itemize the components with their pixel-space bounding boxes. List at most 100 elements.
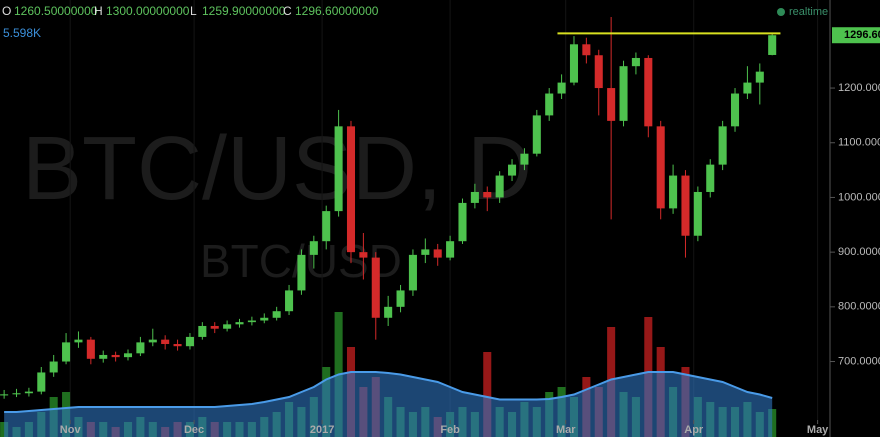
candle-body bbox=[309, 241, 318, 255]
candle-body bbox=[185, 336, 194, 347]
candle-body bbox=[111, 354, 120, 358]
candle-body bbox=[619, 66, 628, 121]
candle-body bbox=[123, 353, 133, 358]
candle-body bbox=[359, 252, 368, 258]
candle-body bbox=[322, 211, 331, 242]
axes: Nov Dec 2017 Feb Mar Apr May 700.00000 800.00000… bbox=[60, 27, 880, 436]
candle-body bbox=[62, 342, 71, 362]
candle-body bbox=[483, 191, 492, 198]
candle-body bbox=[520, 153, 529, 165]
volume-ma-line bbox=[4, 371, 773, 413]
watermark: BTC/USD, D BTC/USD bbox=[22, 119, 532, 287]
y-tick-label: 1100.00000 bbox=[838, 137, 880, 149]
volume-label: 5.598K bbox=[3, 26, 41, 40]
x-tick-label: Nov bbox=[60, 424, 82, 436]
candle-body bbox=[223, 324, 232, 329]
candle-body bbox=[148, 339, 157, 343]
ohlc-name: O bbox=[2, 4, 11, 18]
candle-body bbox=[631, 57, 640, 67]
candle-body bbox=[607, 88, 616, 121]
candle-body bbox=[433, 249, 442, 258]
x-tick-label: Feb bbox=[440, 424, 460, 436]
candle-body bbox=[669, 175, 678, 209]
x-tick-label: May bbox=[807, 424, 829, 436]
candle-body bbox=[656, 126, 665, 209]
candle-body bbox=[0, 394, 9, 396]
candle-body bbox=[470, 191, 479, 203]
candle-body bbox=[706, 164, 715, 192]
candle-body bbox=[693, 191, 702, 236]
x-tick-label: Mar bbox=[556, 424, 576, 436]
candle-body bbox=[136, 342, 145, 354]
grid bbox=[69, 0, 819, 420]
candle-body bbox=[594, 55, 603, 89]
candle-body bbox=[161, 339, 170, 345]
ohlc-value: 1300.00000000 bbox=[106, 4, 190, 18]
candle-body bbox=[247, 320, 256, 323]
last-price-tag bbox=[832, 27, 880, 44]
candle-body bbox=[99, 354, 108, 359]
candle-body bbox=[557, 82, 566, 94]
candle-body bbox=[12, 393, 21, 395]
candle-body bbox=[681, 175, 690, 236]
candle-body bbox=[743, 82, 752, 94]
candle-body bbox=[396, 290, 405, 307]
candle-body bbox=[37, 372, 46, 392]
candle-body bbox=[532, 115, 541, 154]
candle-body bbox=[421, 249, 430, 255]
status-dot bbox=[777, 8, 785, 16]
candle-body bbox=[582, 44, 591, 56]
x-tick-label: 2017 bbox=[310, 424, 334, 436]
status: realtime bbox=[789, 6, 828, 18]
candle-body bbox=[768, 35, 777, 55]
candle-body bbox=[86, 339, 95, 359]
candle-body bbox=[755, 71, 764, 83]
candle-body bbox=[545, 93, 554, 116]
candle-body bbox=[198, 325, 207, 337]
x-tick-label: Apr bbox=[684, 424, 704, 436]
candle-body bbox=[718, 126, 727, 165]
y-tick-label: 1000.00000 bbox=[838, 191, 880, 203]
ohlc-name: C bbox=[283, 4, 292, 18]
candle-body bbox=[644, 57, 653, 127]
candle-body bbox=[495, 175, 504, 198]
volume-pane bbox=[0, 312, 777, 437]
candle-body bbox=[371, 257, 380, 318]
last-price-label: 1296.60 bbox=[844, 29, 880, 41]
ohlc-value: 1259.90000000 bbox=[202, 4, 286, 18]
candle-body bbox=[272, 311, 281, 318]
candle-body bbox=[297, 254, 306, 291]
volume-bar bbox=[768, 409, 777, 437]
volume-bar bbox=[483, 352, 492, 437]
candle-body bbox=[446, 241, 455, 258]
candle-body bbox=[346, 126, 356, 253]
price-pane bbox=[0, 16, 781, 399]
y-tick-label: 900.00000 bbox=[838, 246, 880, 258]
watermark-title: BTC/USD, D bbox=[22, 119, 532, 219]
candle-body bbox=[569, 44, 579, 83]
y-tick-label: 1200.00000 bbox=[838, 82, 880, 94]
candle-body bbox=[74, 339, 83, 343]
candle-body bbox=[384, 306, 393, 318]
candle-body bbox=[235, 322, 244, 325]
candle-body bbox=[408, 254, 417, 291]
candle-body bbox=[260, 317, 269, 321]
y-tick-label: 800.00000 bbox=[838, 301, 880, 313]
volume-ma-area bbox=[4, 372, 773, 437]
candle-body bbox=[210, 325, 219, 329]
candle-body bbox=[285, 290, 294, 312]
candle-body bbox=[49, 361, 58, 373]
candle-body bbox=[173, 344, 182, 347]
candle-body bbox=[458, 202, 467, 242]
ohlc-value: 1296.60000000 bbox=[295, 4, 379, 18]
ohlc-name: L bbox=[190, 4, 197, 18]
ohlc-name: H bbox=[94, 4, 103, 18]
candle-body bbox=[334, 126, 343, 212]
y-tick-label: 700.00000 bbox=[838, 355, 880, 367]
candle-body bbox=[508, 164, 517, 176]
candle-body bbox=[730, 93, 740, 127]
